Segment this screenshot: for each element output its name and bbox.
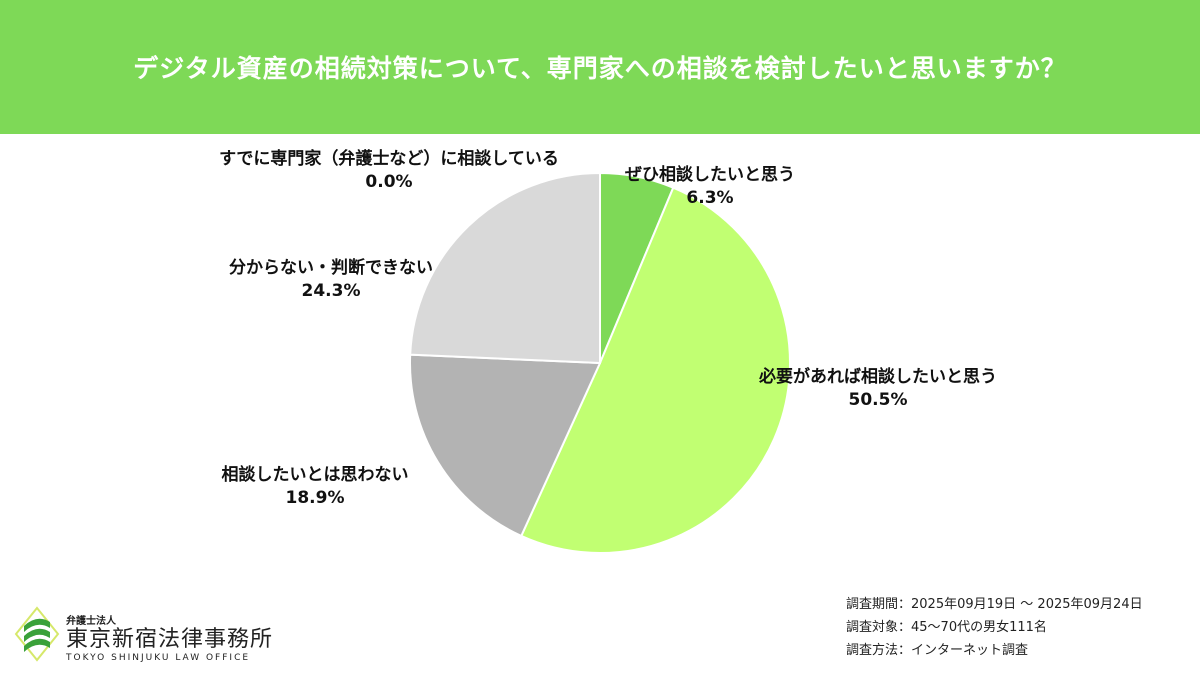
logo-small-text: 弁護士法人	[66, 616, 116, 627]
law-office-logo: 弁護士法人 東京新宿法律事務所 TOKYO SHINJUKU LAW OFFIC…	[66, 612, 273, 663]
chart-title: デジタル資産の相続対策について、専門家への相談を検討したいと思いますか？	[133, 54, 1067, 83]
logo-english: TOKYO SHINJUKU LAW OFFICE	[66, 653, 251, 663]
slice-label-0: ぜひ相談したいと思う 6.3%	[625, 165, 795, 208]
pie-slice-1	[519, 186, 791, 554]
logo-name: 東京新宿法律事務所	[66, 627, 274, 652]
slice-label-1: 必要があれば相談したいと思う 50.5%	[759, 367, 997, 410]
pie-slice-2	[409, 353, 602, 538]
survey-method: 調査方法：インターネット調査	[846, 643, 1029, 658]
survey-period: 調査期間：2025年09月19日 〜 2025年09月24日	[846, 597, 1143, 612]
survey-notes: 調査期間：2025年09月19日 〜 2025年09月24日 調査対象：45〜7…	[846, 593, 1143, 662]
title-banner: デジタル資産の相続対策について、専門家への相談を検討したいと思いますか？	[0, 0, 1200, 134]
slice-label-4: すでに専門家（弁護士など）に相談している 0.0%	[219, 149, 559, 192]
pie-slice-3	[409, 171, 601, 365]
slice-label-2: 相談したいとは思わない 18.9%	[221, 465, 409, 508]
law-office-logo-icon	[14, 606, 60, 662]
slice-label-3: 分からない・判断できない 24.3%	[229, 258, 433, 301]
survey-target: 調査対象：45〜70代の男女111名	[846, 620, 1047, 635]
